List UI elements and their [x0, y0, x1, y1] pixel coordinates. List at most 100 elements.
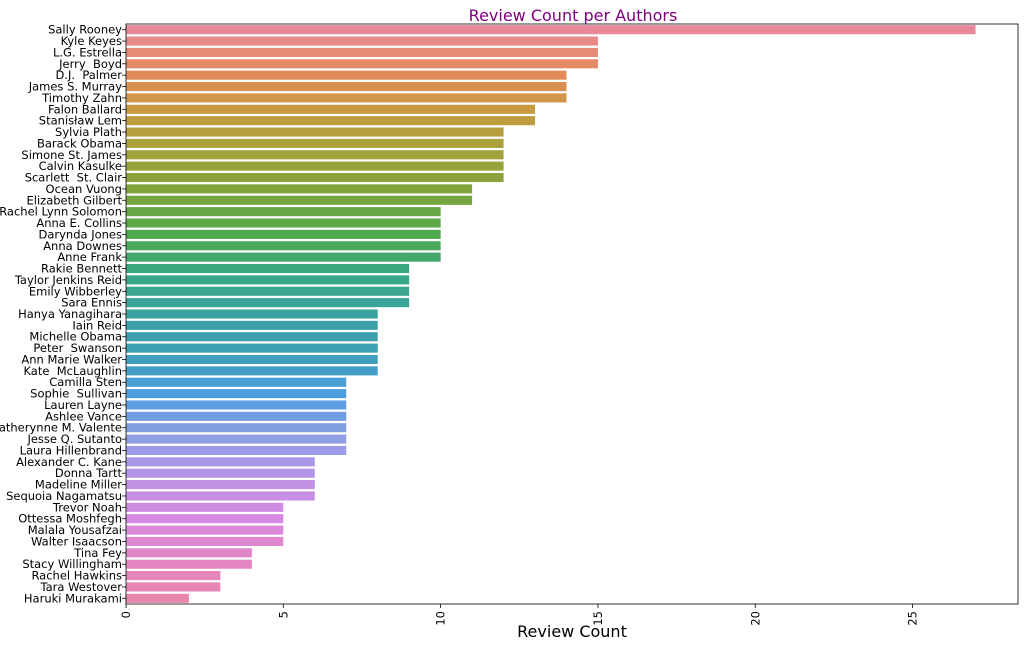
bar [126, 218, 441, 228]
y-tick-label: Iain Reid [72, 318, 122, 332]
y-tick-label: Sylvia Plath [55, 125, 122, 139]
bar [126, 275, 410, 285]
y-tick-label: Camilla Sten [49, 375, 122, 389]
bar [126, 116, 536, 126]
bar [126, 36, 598, 46]
bar [126, 377, 347, 387]
y-tick-label: James S. Murray [28, 80, 122, 94]
bar [126, 559, 252, 569]
bar [126, 457, 315, 467]
bar [126, 548, 252, 558]
bar [126, 184, 473, 194]
bars-group [126, 25, 976, 603]
bar [126, 59, 598, 69]
y-tick-label: Madeline Miller [35, 478, 122, 492]
bar [126, 82, 567, 92]
bar [126, 434, 347, 444]
y-tick-label: Sophie Sullivan [30, 387, 122, 401]
y-tick-label: Darynda Jones [38, 227, 122, 241]
y-tick-label: Emily Wibberley [29, 284, 122, 298]
bar [126, 593, 189, 603]
bar [126, 207, 441, 217]
y-tick-label: Rachel Hawkins [31, 569, 122, 583]
x-tick-label: 0 [119, 611, 133, 618]
bar [126, 150, 504, 160]
bar [126, 241, 441, 251]
bar [126, 343, 378, 353]
y-tick-label: Sara Ennis [61, 296, 122, 310]
y-tick-label: Lauren Layne [44, 398, 122, 412]
bar [126, 252, 441, 262]
y-tick-label: Calvin Kasulke [39, 159, 122, 173]
plot-frame [125, 23, 1019, 605]
y-tick-label: Laura Hillenbrand [20, 443, 122, 457]
y-tick-label: Anna Downes [43, 239, 122, 253]
bar [126, 514, 284, 524]
y-tick-label: Taylor Jenkins Reid [14, 273, 122, 287]
bar [126, 582, 221, 592]
y-tick-label: Anna E. Collins [36, 216, 122, 230]
bar [126, 93, 567, 103]
y-tick-label: Trevor Noah [52, 500, 122, 514]
bar [126, 229, 441, 239]
y-tick-label: Alexander C. Kane [16, 455, 122, 469]
bar [126, 47, 598, 57]
y-tick-label: Simone St. James [21, 148, 122, 162]
y-tick-label: Sequoia Nagamatsu [6, 489, 122, 503]
y-tick-label: Jesse Q. Sutanto [26, 432, 122, 446]
bar [126, 172, 504, 183]
y-tick-label: Ottessa Moshfegh [18, 512, 122, 526]
y-tick-label: Donna Tartt [55, 466, 123, 480]
x-tick-label: 20 [748, 611, 762, 626]
bar [126, 354, 378, 365]
y-tick-label: Tina Fey [73, 546, 122, 560]
bar [126, 389, 347, 399]
x-tick-label: 5 [276, 611, 290, 618]
y-tick-label: Ann Marie Walker [21, 352, 122, 366]
y-tick-label: Michelle Obama [29, 330, 122, 344]
bar [126, 25, 976, 35]
bar [126, 400, 347, 410]
y-tick-label: Tara Westover [39, 580, 122, 594]
bar [126, 468, 315, 478]
bar [126, 263, 410, 274]
y-tick-label: L.G. Estrella [53, 45, 122, 59]
y-tick-label: Walter Isaacson [31, 534, 122, 548]
bar [126, 480, 315, 490]
y-tick-label: Kyle Keyes [61, 34, 122, 48]
bar [126, 502, 284, 512]
x-ticks-group: 0 5 10 15 20 25 [119, 604, 920, 626]
y-tick-label: Malala Yousafzai [28, 523, 122, 537]
y-tick-label: Ocean Vuong [46, 182, 122, 196]
y-tick-label: Stanisław Lem [39, 114, 122, 128]
y-tick-label: Falon Ballard [48, 102, 122, 116]
y-tick-label: Haruki Murakami [24, 591, 122, 605]
x-tick-label: 15 [591, 611, 605, 626]
bar [126, 161, 504, 171]
bar [126, 366, 378, 376]
bar [126, 104, 536, 114]
bar [126, 138, 504, 148]
chart-title: Review Count per Authors [469, 6, 678, 25]
bar [126, 411, 347, 421]
y-tick-label: Kate McLaughlin [23, 364, 122, 378]
x-tick-label: 25 [906, 611, 920, 626]
y-tick-label: Stacy Willingham [22, 557, 122, 571]
bar [126, 320, 378, 330]
y-tick-label: Jerry Boyd [58, 57, 122, 71]
x-axis-label: Review Count [517, 622, 627, 641]
y-tick-label: Rachel Lynn Solomon [0, 205, 122, 219]
y-tick-label: Timothy Zahn [41, 91, 122, 105]
bar [126, 286, 410, 296]
y-tick-label: Catherynne M. Valente [0, 421, 122, 435]
bar [126, 423, 347, 433]
y-tick-label: Scarlett St. Clair [25, 171, 123, 185]
bar [126, 491, 315, 501]
bar [126, 536, 284, 546]
bar [126, 445, 347, 456]
bar [126, 70, 567, 80]
y-tick-label: Sally Rooney [48, 23, 122, 37]
bar [126, 127, 504, 137]
